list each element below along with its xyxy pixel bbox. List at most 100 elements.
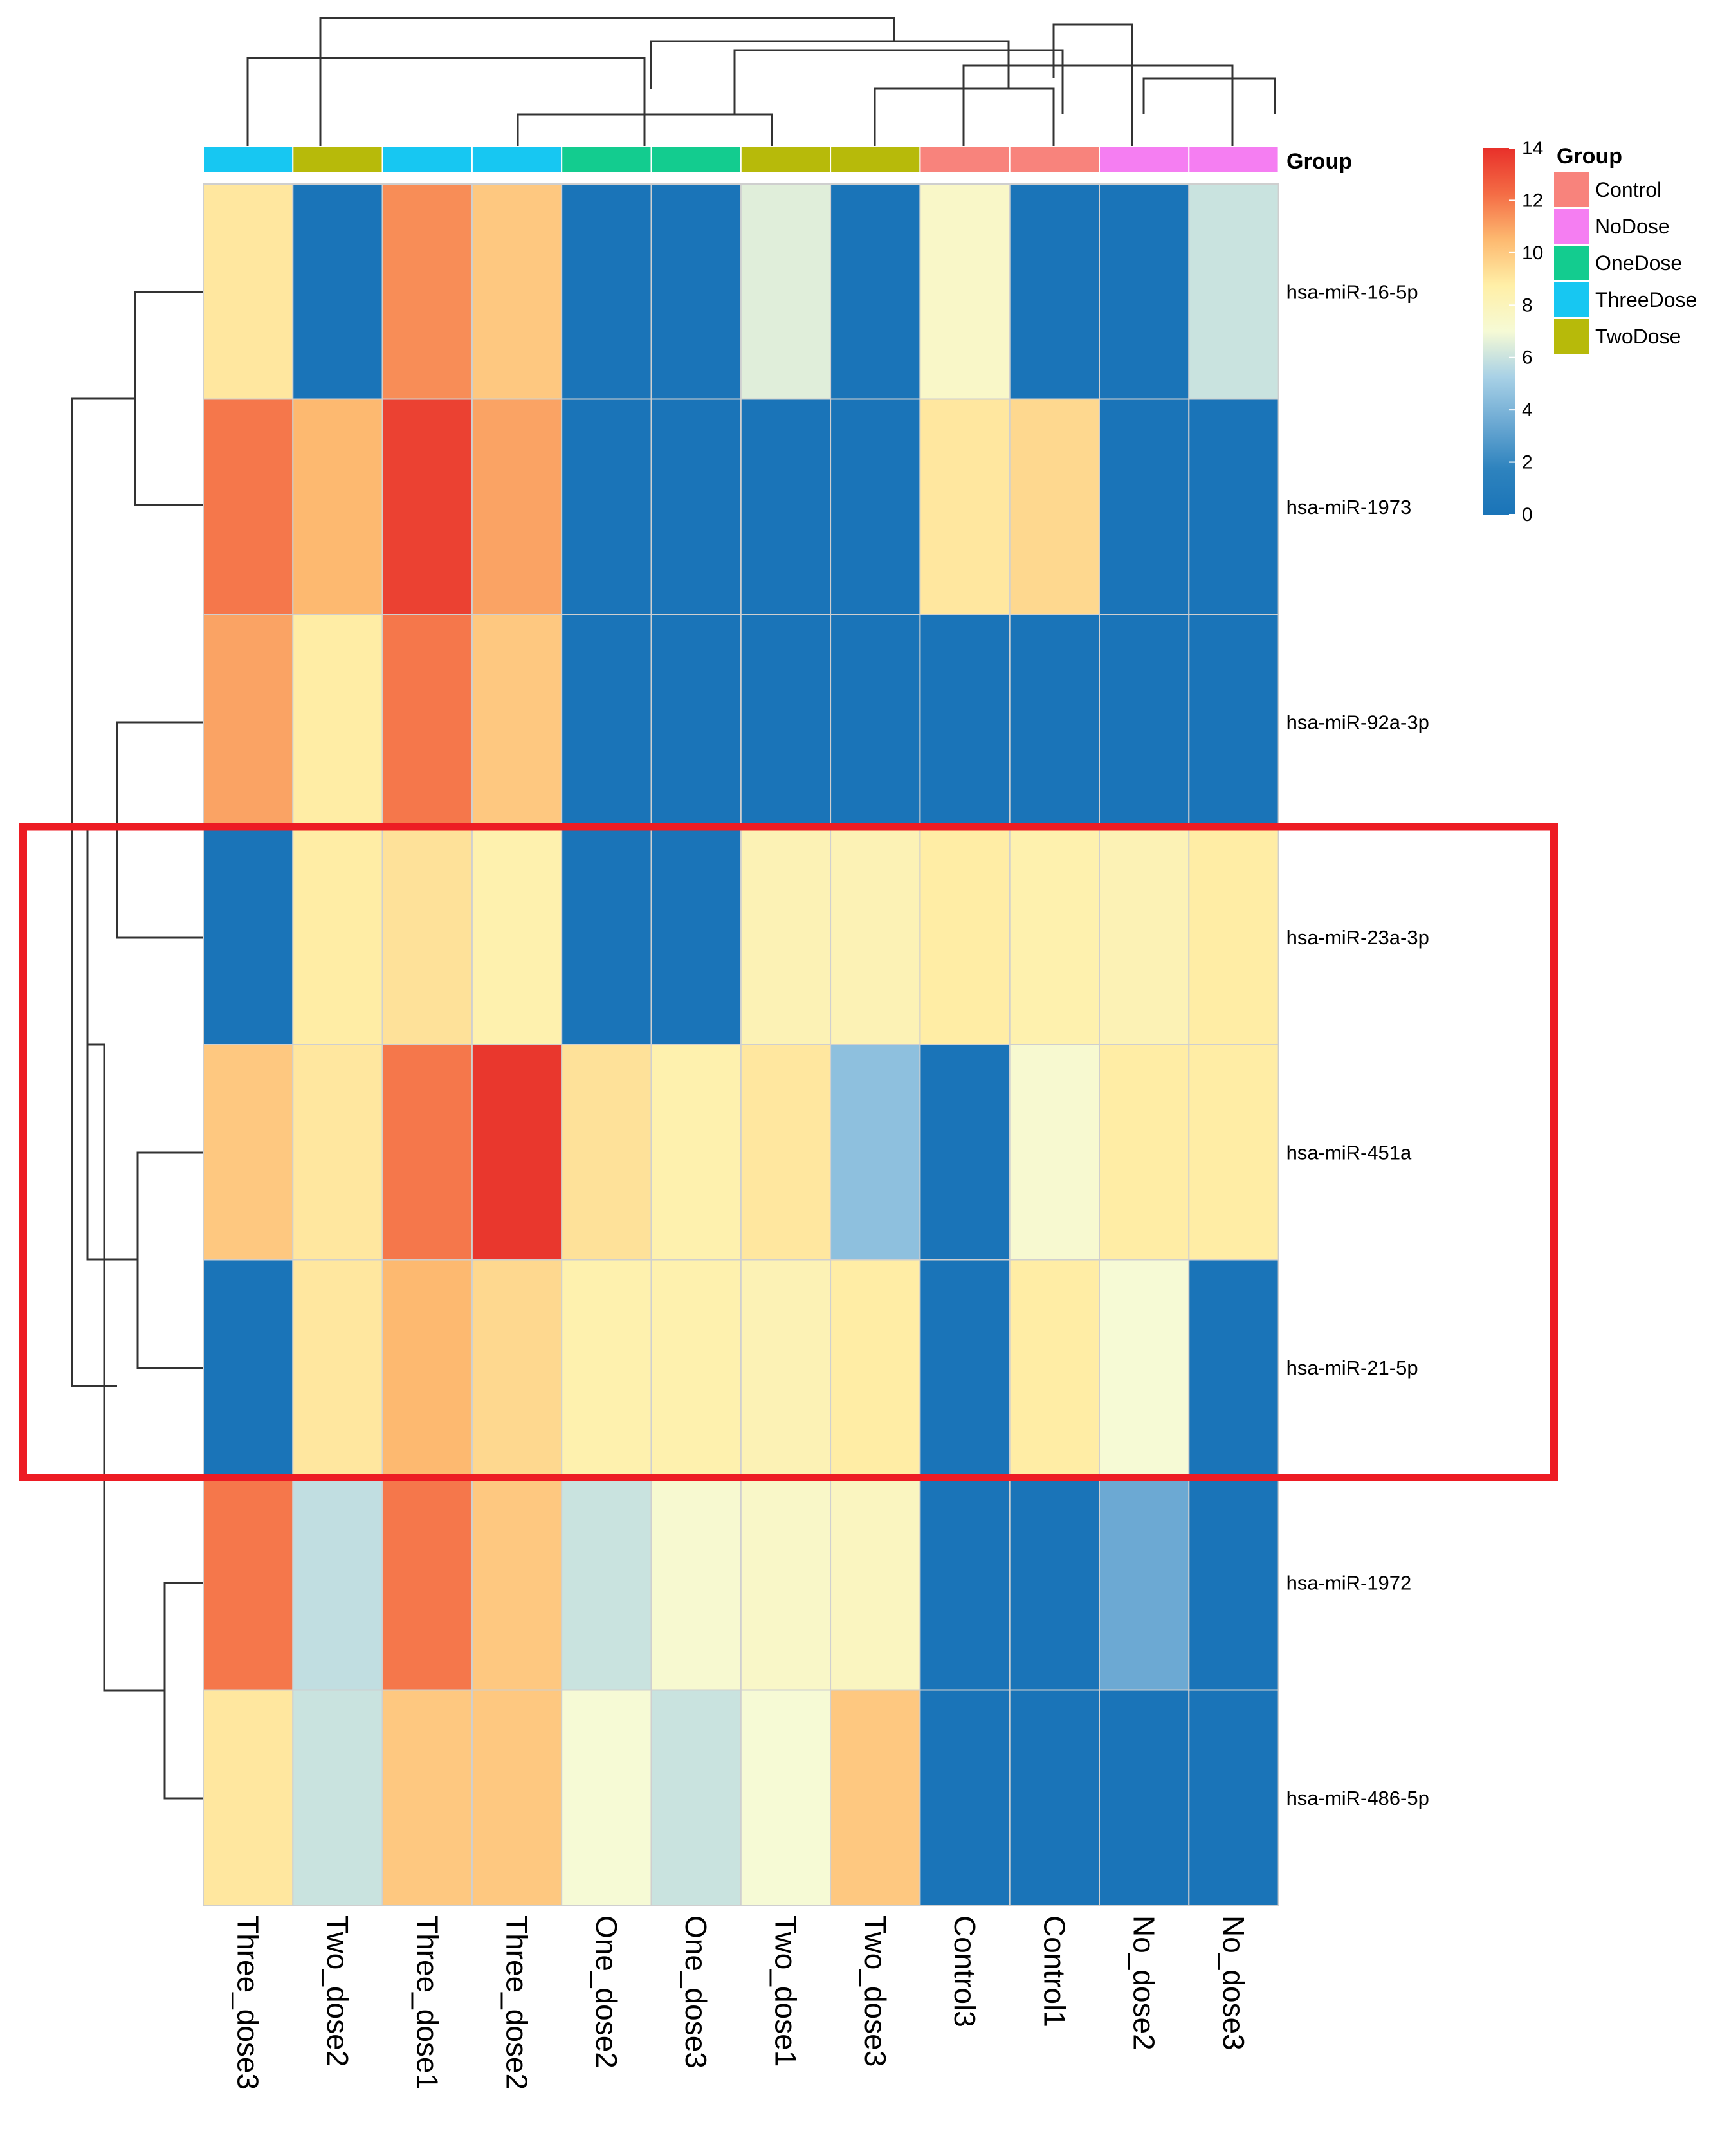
annotation-cell-One_dose3: [650, 146, 742, 173]
heatmap-cell: [292, 1689, 383, 1906]
row-label: hsa-miR-23a-3p: [1286, 926, 1429, 949]
heatmap-cell: [471, 1259, 563, 1475]
legend-label-ThreeDose: ThreeDose: [1595, 288, 1697, 311]
heatmap-cell: [830, 1689, 921, 1906]
heatmap-cell: [650, 1689, 742, 1906]
heatmap-cell: [292, 1474, 383, 1691]
heatmap-cell: [830, 183, 921, 400]
heatmap-cell: [830, 398, 921, 615]
heatmap-cell: [561, 183, 652, 400]
heatmap-cell: [292, 183, 383, 400]
scale-tick-label: 0: [1522, 504, 1533, 525]
heatmap-cell: [1188, 1044, 1279, 1261]
heatmap-cell: [919, 828, 1011, 1045]
row-label: hsa-miR-21-5p: [1286, 1357, 1418, 1379]
heatmap-cell: [919, 183, 1011, 400]
column-label: Three_dose1: [410, 1915, 444, 2090]
heatmap-cell: [471, 183, 563, 400]
annotation-cell-One_dose2: [561, 146, 652, 173]
heatmap-cell: [1099, 614, 1190, 830]
heatmap-cell: [1009, 614, 1100, 830]
scale-tick-label: 2: [1522, 452, 1533, 473]
heatmap-cell: [381, 398, 473, 615]
heatmap-cell: [830, 828, 921, 1045]
heatmap-cell: [740, 614, 832, 830]
column-label: Control1: [1038, 1915, 1071, 2027]
heatmap-cell: [919, 614, 1011, 830]
heatmap-cell: [203, 1689, 294, 1906]
annotation-cell-Control3: [919, 146, 1011, 173]
heatmap-cell: [650, 183, 742, 400]
column-labels: Three_dose3 Two_dose2 Three_dose1 Three_dos…: [232, 1915, 1250, 2090]
heatmap-cell: [919, 398, 1011, 615]
heatmap-cell: [292, 828, 383, 1045]
heatmap-cell: [561, 614, 652, 830]
heatmap-cell: [1188, 1689, 1279, 1906]
column-label: One_dose2: [590, 1915, 623, 2069]
legend-label-TwoDose: TwoDose: [1595, 325, 1681, 348]
column-label: Three_dose3: [232, 1915, 265, 2090]
heatmap-cell: [1188, 183, 1279, 400]
heatmap-cell: [650, 1044, 742, 1261]
heatmap-cell: [292, 398, 383, 615]
heatmap-cell: [381, 1689, 473, 1906]
row-label: hsa-miR-1973: [1286, 496, 1412, 518]
heatmap-cell: [830, 1044, 921, 1261]
heatmap-cell: [381, 1474, 473, 1691]
heatmap-cell: [471, 828, 563, 1045]
scale-tick-label: 14: [1522, 138, 1543, 159]
column-label: No_dose3: [1217, 1915, 1250, 2051]
group-legend: Control NoDose OneDose ThreeDose TwoDose: [1554, 172, 1697, 354]
row-label: hsa-miR-16-5p: [1286, 280, 1418, 303]
heatmap-cell: [381, 1259, 473, 1475]
heatmap-cell: [1188, 614, 1279, 830]
heatmap-cell: [203, 398, 294, 615]
column-label: No_dose2: [1128, 1915, 1161, 2051]
legend-swatch-OneDose: [1554, 246, 1589, 280]
heatmap-cell: [381, 614, 473, 830]
heatmap-cell: [292, 1044, 383, 1261]
heatmap-cell: [650, 398, 742, 615]
group-annotation-bar: [203, 146, 1279, 173]
heatmap-cell: [381, 828, 473, 1045]
heatmap-cell: [203, 183, 294, 400]
legend-label-OneDose: OneDose: [1595, 251, 1682, 275]
heatmap-cell: [561, 1259, 652, 1475]
heatmap-cell: [1099, 1689, 1190, 1906]
heatmap-cell: [1099, 1474, 1190, 1691]
annotation-cell-No_dose3: [1188, 146, 1279, 173]
heatmap-cell: [471, 614, 563, 830]
annotation-cell-Control1: [1009, 146, 1100, 173]
heatmap-cell: [740, 1689, 832, 1906]
column-label: One_dose3: [679, 1915, 713, 2069]
heatmap-cell: [1099, 1044, 1190, 1261]
heatmap-cell: [1099, 398, 1190, 615]
row-labels: hsa-miR-16-5p hsa-miR-1973 hsa-miR-92a-3p h…: [1286, 280, 1429, 1809]
heatmap-cell: [1009, 398, 1100, 615]
legend-swatch-Control: [1554, 172, 1589, 207]
heatmap-cell: [740, 398, 832, 615]
heatmap-cell: [561, 398, 652, 615]
legend-swatch-NoDose: [1554, 209, 1589, 244]
scale-tick-label: 6: [1522, 347, 1533, 369]
annotation-cell-Two_dose1: [740, 146, 832, 173]
group-legend-title: Group: [1557, 144, 1622, 169]
heatmap-cell: [1188, 1474, 1279, 1691]
heatmap-cell: [740, 183, 832, 400]
heatmap-cell: [650, 1259, 742, 1475]
heatmap-cell: [561, 1044, 652, 1261]
heatmap-cell: [1009, 1259, 1100, 1475]
heatmap-cell: [919, 1474, 1011, 1691]
legend-label-Control: Control: [1595, 178, 1661, 201]
heatmap-cell: [471, 1044, 563, 1261]
heatmap-cell: [381, 183, 473, 400]
legend-swatch-ThreeDose: [1554, 282, 1589, 317]
heatmap-cell: [1009, 1689, 1100, 1906]
heatmap-cell: [1099, 1259, 1190, 1475]
heatmap-cell: [203, 1044, 294, 1261]
heatmap-cell: [471, 1474, 563, 1691]
heatmap-cell: [1188, 1259, 1279, 1475]
heatmap-cell: [650, 1474, 742, 1691]
heatmap-cells: [203, 183, 1279, 1906]
